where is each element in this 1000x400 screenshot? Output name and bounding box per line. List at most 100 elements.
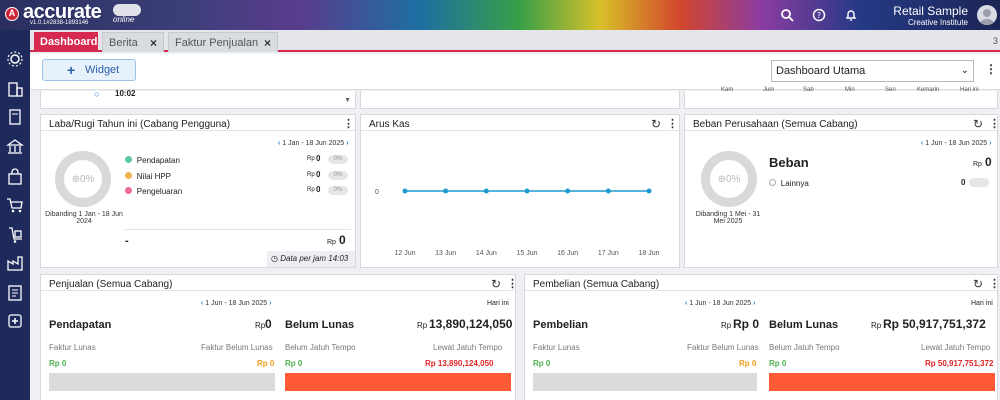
- lewat-jatuh-tempo-label: Lewat Jatuh Tempo: [433, 343, 503, 352]
- report-icon[interactable]: [6, 284, 24, 302]
- scroll-down-icon[interactable]: ▼: [344, 97, 351, 104]
- card-menu-icon[interactable]: ⋮: [989, 118, 1000, 130]
- cash-flow-point[interactable]: [524, 188, 530, 194]
- currency: Rp: [327, 239, 336, 246]
- card-menu-icon[interactable]: ⋮: [343, 118, 354, 130]
- clock-icon: ◷: [271, 254, 278, 263]
- medical-icon[interactable]: [6, 312, 24, 330]
- brand-name: accurate: [23, 1, 102, 23]
- time-label: 10:02: [115, 89, 136, 98]
- donut-percent: ⊕0%: [64, 174, 102, 185]
- compare-text: Dibanding 1 Jan - 18 Jun 2024: [45, 211, 123, 225]
- avatar[interactable]: [977, 5, 997, 25]
- cash-flow-point[interactable]: [605, 188, 611, 194]
- refresh-icon[interactable]: ↻: [651, 117, 662, 131]
- legend-label: Nilai HPP: [136, 172, 172, 181]
- add-widget-button[interactable]: + Widget: [42, 59, 136, 81]
- cash-flow-point[interactable]: [483, 188, 489, 194]
- refresh-icon[interactable]: ↻: [491, 277, 502, 291]
- day-label: Jum: [763, 87, 775, 93]
- refresh-icon[interactable]: ↻: [973, 117, 984, 131]
- pembelian-label: Pembelian: [533, 319, 589, 331]
- item-value: 0: [961, 178, 966, 187]
- bank-icon[interactable]: [6, 138, 24, 156]
- donut-percent: ⊕0%: [710, 174, 748, 185]
- chevron-right-icon[interactable]: ›: [753, 300, 756, 307]
- day-label: Hari ini: [960, 87, 979, 93]
- user-name[interactable]: Retail Sample: [893, 4, 968, 18]
- legend-label: Lainnya: [780, 179, 809, 188]
- user-silhouette-icon: [980, 9, 994, 25]
- currency: Rp: [417, 321, 428, 330]
- cash-flow-point[interactable]: [443, 188, 449, 194]
- lunas-bar: [533, 373, 757, 391]
- percent-pill: 0%: [328, 155, 348, 164]
- x-tick-label: 18 Jun: [638, 250, 659, 257]
- dashboard-select-value: Dashboard Utama: [776, 65, 866, 77]
- accurate-logo-icon[interactable]: A: [5, 7, 19, 21]
- close-icon[interactable]: ×: [263, 36, 271, 50]
- book-icon[interactable]: [6, 108, 24, 126]
- sidebar: [0, 30, 30, 400]
- date-range-text: 1 Jun - 18 Jun 2025: [689, 300, 752, 307]
- date-range-text: 1 Jun - 18 Jun 2025: [925, 140, 988, 147]
- trolley-icon[interactable]: [6, 226, 24, 244]
- donut-percent-value: 0%: [79, 174, 95, 185]
- card-header: [41, 275, 515, 291]
- cash-flow-point[interactable]: [646, 188, 652, 194]
- cart-icon[interactable]: [6, 196, 24, 214]
- day-label: Sab: [803, 87, 814, 93]
- faktur-belum-lunas-value: Rp 0: [739, 359, 757, 368]
- tab-label: Dashboard: [40, 36, 98, 48]
- lunas-bar: [49, 373, 275, 391]
- gray-dot-icon: [769, 179, 776, 186]
- refresh-icon[interactable]: ↻: [973, 277, 984, 291]
- close-icon[interactable]: ×: [149, 36, 157, 50]
- gear-icon[interactable]: [6, 50, 24, 68]
- factory-icon[interactable]: [6, 254, 24, 272]
- partial-card-middle: [360, 91, 680, 109]
- dashboard-select[interactable]: Dashboard Utama ⌄: [771, 60, 974, 82]
- card-menu-icon[interactable]: ⋮: [507, 278, 518, 290]
- plus-minus-icon: ⊕: [71, 174, 80, 185]
- help-icon[interactable]: ?: [812, 8, 826, 22]
- expense-donut: ⊕0%: [701, 151, 757, 207]
- chevron-left-icon[interactable]: ‹: [278, 140, 281, 147]
- pendapatan-value: 0: [265, 317, 272, 331]
- toolbar-menu-icon[interactable]: ⋮: [985, 62, 997, 76]
- bag-icon[interactable]: [6, 168, 24, 186]
- chevron-right-icon[interactable]: ›: [269, 300, 272, 307]
- chevron-right-icon[interactable]: ›: [989, 140, 992, 147]
- chevron-right-icon[interactable]: ›: [346, 140, 349, 147]
- date-range: ‹ 1 Jan - 18 Jun 2025 ›: [278, 140, 348, 147]
- percent-pill: 0%: [328, 171, 348, 180]
- card-menu-icon[interactable]: ⋮: [667, 118, 678, 130]
- faktur-belum-lunas-label: Faktur Belum Lunas: [687, 343, 759, 352]
- faktur-belum-lunas-value: Rp 0: [257, 359, 275, 368]
- search-icon[interactable]: [780, 8, 794, 22]
- x-tick-label: 15 Jun: [516, 250, 537, 257]
- cash-flow-point[interactable]: [565, 188, 571, 194]
- tab-berita[interactable]: Berita ×: [102, 32, 164, 52]
- pembelian-value: Rp 0: [733, 317, 760, 331]
- tab-count: 3: [992, 36, 998, 46]
- belum-jatuh-tempo-value: Rp 0: [285, 359, 303, 368]
- tab-dashboard[interactable]: Dashboard: [34, 32, 98, 52]
- date-range: ‹ 1 Jun - 18 Jun 2025 ›: [201, 300, 271, 307]
- overdue-bar: [769, 373, 995, 391]
- card-menu-icon[interactable]: ⋮: [989, 278, 1000, 290]
- chevron-left-icon[interactable]: ‹: [921, 140, 924, 147]
- building-icon[interactable]: [6, 80, 24, 98]
- chevron-left-icon[interactable]: ‹: [685, 300, 688, 307]
- cash-flow-point[interactable]: [402, 188, 408, 194]
- legend-item: Nilai HPP: [125, 171, 171, 182]
- bell-icon[interactable]: [844, 8, 858, 22]
- belum-lunas-value: 13,890,124,050: [429, 317, 513, 331]
- chevron-down-icon: ⌄: [960, 65, 969, 76]
- chevron-left-icon[interactable]: ‹: [201, 300, 204, 307]
- date-range-text: 1 Jun - 18 Jun 2025: [205, 300, 268, 307]
- tab-faktur-penjualan[interactable]: Faktur Penjualan ×: [168, 32, 278, 52]
- total-label: -: [125, 235, 129, 247]
- legend-item: Pendapatan: [125, 155, 180, 166]
- card-title: Penjualan (Semua Cabang): [49, 279, 173, 290]
